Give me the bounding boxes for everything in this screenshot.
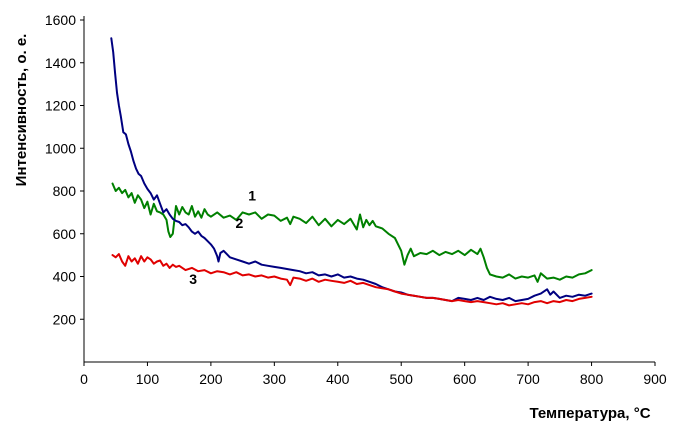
y-tick-label: 1400 <box>45 55 76 71</box>
series-line-2 <box>110 37 593 303</box>
x-tick-label: 100 <box>136 371 160 387</box>
x-tick-label: 0 <box>80 371 88 387</box>
series-line-1 <box>111 182 593 283</box>
x-tick-label: 300 <box>263 371 287 387</box>
x-tick-label: 400 <box>326 371 350 387</box>
x-tick-label: 500 <box>390 371 414 387</box>
x-tick-label: 200 <box>199 371 223 387</box>
series-line-3 <box>111 253 593 307</box>
x-axis-title: Температура, °C <box>529 405 650 422</box>
y-tick-label: 1600 <box>45 12 76 28</box>
series-label-1: 1 <box>248 188 256 204</box>
x-tick-label: 900 <box>643 371 667 387</box>
y-tick-label: 400 <box>53 269 77 285</box>
y-tick-label: 1000 <box>45 140 76 156</box>
x-tick-label: 700 <box>516 371 540 387</box>
y-tick-label: 1200 <box>45 98 76 114</box>
x-tick-label: 800 <box>580 371 604 387</box>
y-tick-label: 200 <box>53 311 77 327</box>
y-tick-label: 600 <box>53 226 77 242</box>
y-tick-label: 800 <box>53 183 77 199</box>
series-label-3: 3 <box>189 271 197 287</box>
series-label-2: 2 <box>236 215 244 231</box>
y-axis-title: Интенсивность, о. е. <box>13 34 30 187</box>
x-tick-label: 600 <box>453 371 477 387</box>
series-layer: 12 3 <box>110 37 593 307</box>
